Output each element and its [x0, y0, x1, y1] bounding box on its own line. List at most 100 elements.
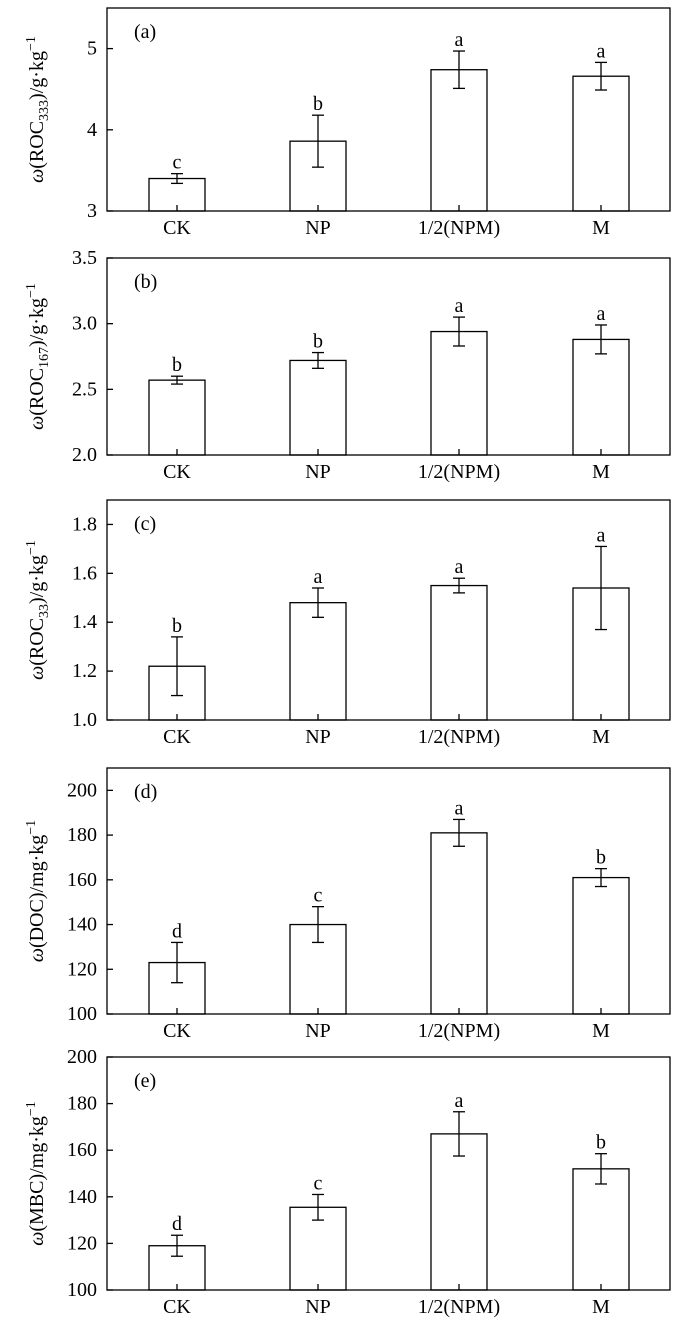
- significance-label: a: [455, 1090, 464, 1112]
- y-tick-label: 140: [67, 914, 97, 936]
- y-axis-label-unit: )/g·kg: [26, 51, 48, 100]
- significance-label: b: [172, 615, 182, 637]
- chart-panel: b CK a NP a 1/2(NPM) a M 1.0 1.2 1.4 1.6 1.8 (c) ω(ROC…: [24, 499, 671, 748]
- y-tick-label: 140: [67, 1186, 97, 1208]
- bar: [430, 584, 488, 721]
- y-axis-label-text: (DOC)/mg·kg: [26, 835, 48, 948]
- significance-label: c: [314, 1172, 323, 1194]
- y-axis-label-subscript: 33: [37, 604, 52, 618]
- significance-label: c: [314, 885, 323, 907]
- y-tick-label: 2.0: [72, 444, 97, 466]
- y-axis-label-text: (ROC: [26, 121, 48, 169]
- bar: [572, 1168, 630, 1291]
- y-axis-label-symbol: ω: [26, 948, 48, 962]
- category-label: M: [592, 217, 610, 239]
- category-label: NP: [305, 1020, 331, 1042]
- significance-label: a: [597, 303, 606, 325]
- y-tick-label: 160: [67, 1139, 97, 1161]
- bar: [148, 379, 206, 456]
- significance-label: b: [596, 1132, 606, 1154]
- category-label: 1/2(NPM): [418, 217, 500, 239]
- panel-label: (c): [134, 513, 156, 535]
- y-axis-label-text: (ROC: [26, 368, 48, 416]
- category-label: M: [592, 726, 610, 748]
- category-label: 1/2(NPM): [418, 726, 500, 748]
- y-axis-label-unit: )/g·kg: [26, 555, 48, 604]
- y-tick-label: 100: [67, 1003, 97, 1025]
- category-label: 1/2(NPM): [418, 461, 500, 483]
- significance-label: b: [313, 331, 323, 353]
- category-label: 1/2(NPM): [418, 1020, 500, 1042]
- category-label: CK: [163, 726, 191, 748]
- bar: [572, 876, 630, 1015]
- y-axis-label-superscript: −1: [24, 540, 39, 555]
- plot-frame: [106, 1056, 671, 1291]
- significance-label: b: [313, 93, 323, 115]
- y-tick-label: 200: [67, 779, 97, 801]
- panel-label: (d): [134, 781, 157, 803]
- y-tick-label: 100: [67, 1279, 97, 1301]
- category-label: CK: [163, 217, 191, 239]
- category-label: M: [592, 1020, 610, 1042]
- y-axis-label-symbol: ω: [26, 416, 48, 430]
- y-axis-label-subscript: 333: [37, 100, 52, 121]
- y-tick-label: 180: [67, 1093, 97, 1115]
- y-tick-label: 3.0: [72, 313, 97, 335]
- y-axis-label-text: (MBC)/mg·kg: [26, 1116, 48, 1232]
- y-axis-label-superscript: −1: [24, 1101, 39, 1116]
- y-axis-label: ω(ROC333)/g·kg−1: [24, 36, 52, 183]
- plot-frame: [106, 257, 671, 456]
- y-axis-label-symbol: ω: [26, 1232, 48, 1246]
- chart-panel: d CK c NP a 1/2(NPM) b M 100 120 140 160 180 200 (e) ω(…: [24, 1046, 671, 1318]
- category-label: NP: [305, 217, 331, 239]
- y-tick-label: 200: [67, 1046, 97, 1068]
- y-axis-label-superscript: −1: [24, 36, 39, 51]
- y-axis-label-superscript: −1: [24, 820, 39, 835]
- y-tick-label: 1.4: [72, 611, 97, 633]
- category-label: CK: [163, 1020, 191, 1042]
- category-label: CK: [163, 461, 191, 483]
- y-axis-label-unit: )/g·kg: [26, 298, 48, 347]
- y-axis-label-text: (ROC: [26, 618, 48, 666]
- significance-label: d: [172, 1213, 182, 1235]
- y-axis-label: ω(MBC)/mg·kg−1: [24, 1101, 48, 1246]
- significance-label: a: [597, 40, 606, 62]
- significance-label: c: [173, 152, 182, 174]
- y-tick-label: 1.2: [72, 660, 97, 682]
- y-tick-label: 120: [67, 958, 97, 980]
- significance-label: a: [455, 295, 464, 317]
- significance-label: a: [455, 556, 464, 578]
- bar: [289, 1206, 347, 1291]
- y-tick-label: 160: [67, 869, 97, 891]
- chart-panel: c CK b NP a 1/2(NPM) a M 3 4 5 (a) ω(ROC333)/g·kg−1: [24, 7, 671, 239]
- y-tick-label: 3.5: [72, 247, 97, 269]
- bar: [430, 330, 488, 456]
- y-axis-label: ω(ROC33)/g·kg−1: [24, 540, 52, 680]
- y-tick-label: 1.8: [72, 513, 97, 535]
- significance-label: a: [455, 797, 464, 819]
- category-label: NP: [305, 461, 331, 483]
- bar: [430, 1133, 488, 1291]
- y-tick-label: 1.6: [72, 562, 97, 584]
- bar: [572, 75, 630, 212]
- y-axis-label: ω(ROC167)/g·kg−1: [24, 283, 52, 430]
- significance-label: b: [596, 847, 606, 869]
- category-label: M: [592, 1296, 610, 1318]
- y-tick-label: 120: [67, 1232, 97, 1254]
- chart-panel: b CK b NP a 1/2(NPM) a M 2.0 2.5 3.0 3.5 (b) ω(ROC167…: [24, 247, 671, 483]
- panel-label: (b): [134, 271, 157, 293]
- panel-label: (a): [134, 21, 156, 43]
- significance-label: b: [172, 354, 182, 376]
- y-axis-label-symbol: ω: [26, 169, 48, 183]
- plot-frame: [106, 767, 671, 1015]
- significance-label: d: [172, 920, 182, 942]
- y-tick-label: 1.0: [72, 709, 97, 731]
- y-tick-label: 2.5: [72, 378, 97, 400]
- category-label: 1/2(NPM): [418, 1296, 500, 1318]
- y-axis-label-subscript: 167: [37, 347, 52, 368]
- y-tick-label: 180: [67, 824, 97, 846]
- plot-frame: [106, 7, 671, 212]
- significance-label: a: [314, 566, 323, 588]
- plot-frame: [106, 499, 671, 721]
